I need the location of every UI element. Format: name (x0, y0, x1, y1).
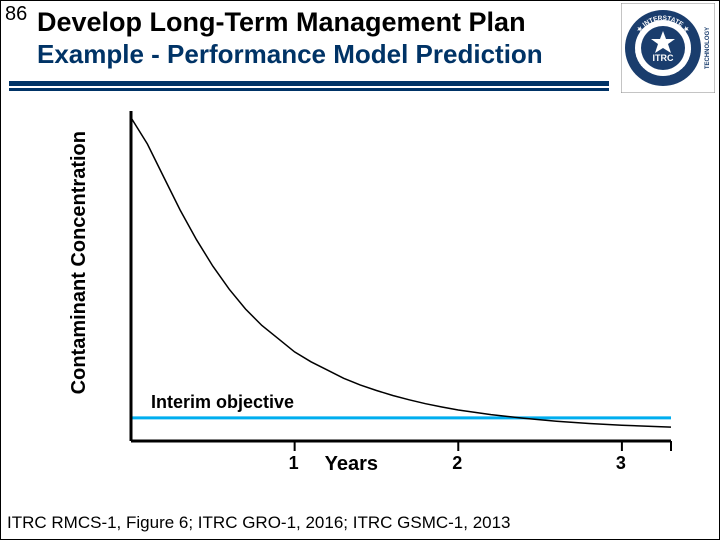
logo-inner-text: ITRC (653, 53, 674, 63)
logo-side-text: TECHNOLOGY (705, 27, 711, 69)
page-title: Develop Long-Term Management Plan (37, 7, 611, 38)
chart-svg (31, 101, 691, 501)
chart-area: Contaminant Concentration Interim object… (31, 101, 691, 501)
title-block: Develop Long-Term Management Plan Exampl… (37, 7, 611, 70)
header-rule (9, 81, 609, 91)
page-number: 86 (5, 3, 27, 26)
x-tick-label: 1 (289, 453, 299, 474)
x-axis-label: Years (325, 453, 378, 476)
x-tick-label: 3 (616, 453, 626, 474)
page-subtitle: Example - Performance Model Prediction (37, 40, 611, 70)
footer-citation: ITRC RMCS-1, Figure 6; ITRC GRO-1, 2016;… (7, 513, 511, 533)
interim-objective-label: Interim objective (151, 392, 294, 413)
x-tick-label: 2 (452, 453, 462, 474)
y-axis-label: Contaminant Concentration (68, 131, 91, 394)
itrc-logo: ITRC ★ INTERSTATE ★ COUNCIL REGULATORY T… (621, 3, 715, 93)
